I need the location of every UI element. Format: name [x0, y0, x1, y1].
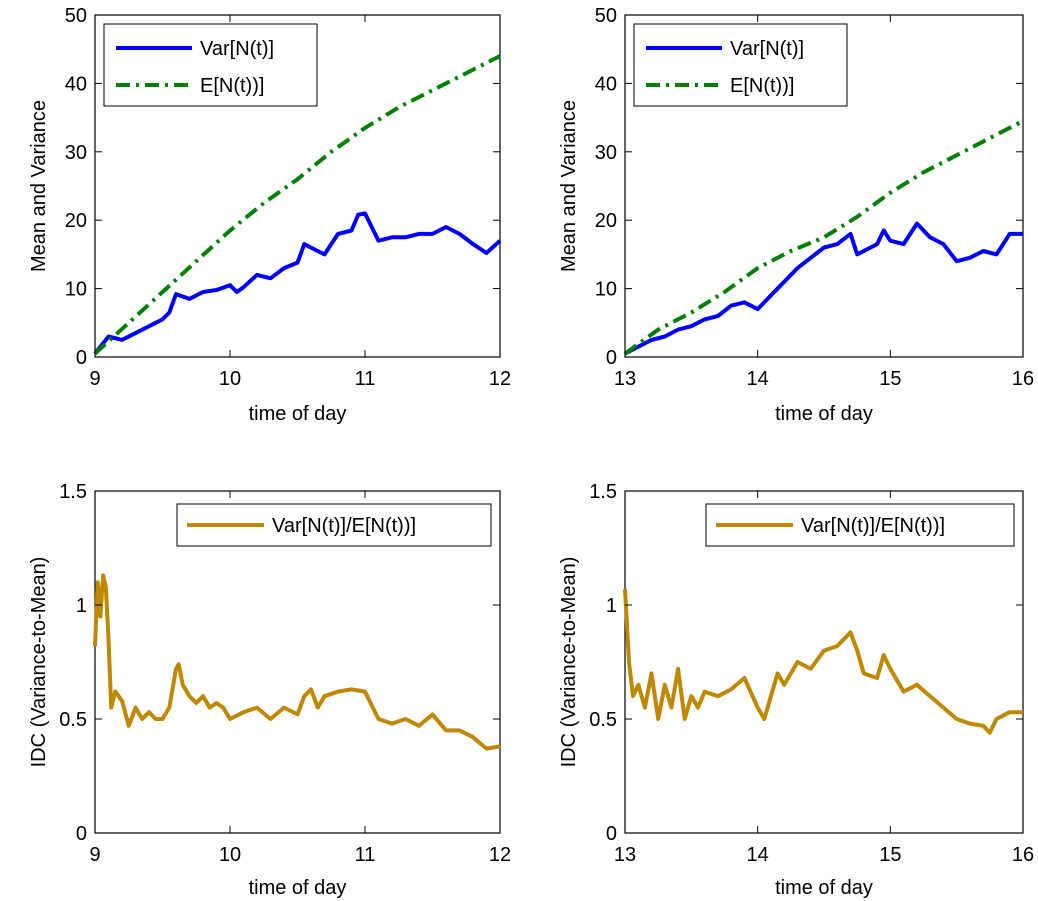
legend-label-mean: E[N(t))] — [200, 75, 264, 97]
y-axis-label: Mean and Variance — [28, 100, 50, 272]
y-tick-label: 20 — [595, 210, 617, 232]
legend: Var[N(t)] E[N(t))] — [633, 23, 848, 107]
y-tick-label: 40 — [595, 73, 617, 95]
y-tick-label: 1.5 — [59, 481, 87, 503]
series-line-0 — [623, 588, 1023, 735]
y-tick-label: 40 — [65, 73, 87, 95]
y-tick-label: 0 — [76, 347, 87, 369]
plot-area — [624, 490, 1024, 834]
x-tick-label: 13 — [614, 844, 636, 866]
y-axis-label: IDC (Variance-to-Mean) — [28, 557, 50, 768]
x-tick-label: 16 — [1012, 368, 1034, 390]
legend: Var[N(t)] E[N(t))] — [103, 23, 318, 107]
series-line-1 — [93, 54, 501, 356]
legend-label-idc: Var[N(t)]/E[N(t))] — [801, 515, 945, 537]
y-tick-label: 50 — [595, 5, 617, 27]
x-tick-label: 10 — [219, 844, 241, 866]
legend: Var[N(t)]/E[N(t))] — [705, 503, 1015, 547]
x-tick-label: 9 — [89, 368, 100, 390]
y-tick-label: 0 — [606, 347, 617, 369]
plot-area — [94, 490, 501, 834]
x-tick-label: 13 — [614, 368, 636, 390]
x-tick-label: 11 — [355, 368, 376, 390]
y-tick-label: 0.5 — [59, 709, 87, 731]
legend-label-idc: Var[N(t)]/E[N(t))] — [272, 515, 416, 537]
legend-label-var: Var[N(t)] — [200, 38, 274, 60]
legend-label-var: Var[N(t)] — [730, 38, 804, 60]
y-axis-label: IDC (Variance-to-Mean) — [558, 557, 580, 768]
y-tick-label: 1 — [76, 595, 87, 617]
x-tick-label: 16 — [1012, 844, 1034, 866]
y-tick-label: 30 — [65, 142, 87, 164]
x-tick-label: 14 — [747, 368, 769, 390]
panel-top-left: time of day Mean and Variance 9 10 11 12 0 10… — [28, 5, 511, 425]
x-tick-label: 12 — [489, 844, 511, 866]
series-line-0 — [93, 211, 502, 355]
series-line-1 — [623, 119, 1024, 356]
y-tick-label: 0 — [76, 823, 87, 845]
x-tick-label: 14 — [747, 844, 769, 866]
x-axis-label: time of day — [775, 877, 873, 899]
y-tick-label: 10 — [65, 279, 87, 301]
panel-bottom-right: time of day IDC (Variance-to-Mean) 13 14 1… — [558, 481, 1034, 899]
y-tick-label: 1.5 — [589, 481, 617, 503]
panel-top-right: time of day Mean and Variance 13 14 15 16 0 1… — [558, 5, 1034, 425]
legend-box — [705, 503, 1015, 547]
y-tick-label: 1 — [606, 595, 617, 617]
x-tick-label: 12 — [489, 368, 511, 390]
x-tick-label: 15 — [879, 368, 901, 390]
x-tick-label: 11 — [355, 844, 376, 866]
y-tick-label: 20 — [65, 210, 87, 232]
x-tick-label: 10 — [219, 368, 241, 390]
y-tick-label: 30 — [595, 142, 617, 164]
y-tick-label: 0 — [606, 823, 617, 845]
x-tick-label: 9 — [89, 844, 100, 866]
x-tick-label: 15 — [879, 844, 901, 866]
y-axis-label: Mean and Variance — [558, 100, 580, 272]
y-tick-label: 10 — [595, 279, 617, 301]
x-axis-label: time of day — [249, 403, 347, 425]
y-tick-label: 0.5 — [589, 709, 617, 731]
x-axis-label: time of day — [775, 403, 873, 425]
x-axis-label: time of day — [249, 877, 347, 899]
legend-box — [633, 23, 848, 107]
legend-box — [103, 23, 318, 107]
series-line-0 — [93, 573, 501, 751]
legend-label-mean: E[N(t))] — [730, 75, 794, 97]
y-tick-label: 50 — [65, 5, 87, 27]
series-line-0 — [624, 221, 1023, 356]
panel-bottom-left: time of day IDC (Variance-to-Mean) 9 10 11… — [28, 481, 511, 899]
legend: Var[N(t)]/E[N(t))] — [176, 503, 492, 547]
